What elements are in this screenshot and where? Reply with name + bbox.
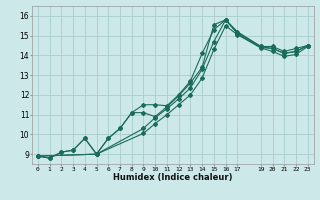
X-axis label: Humidex (Indice chaleur): Humidex (Indice chaleur) (113, 173, 233, 182)
